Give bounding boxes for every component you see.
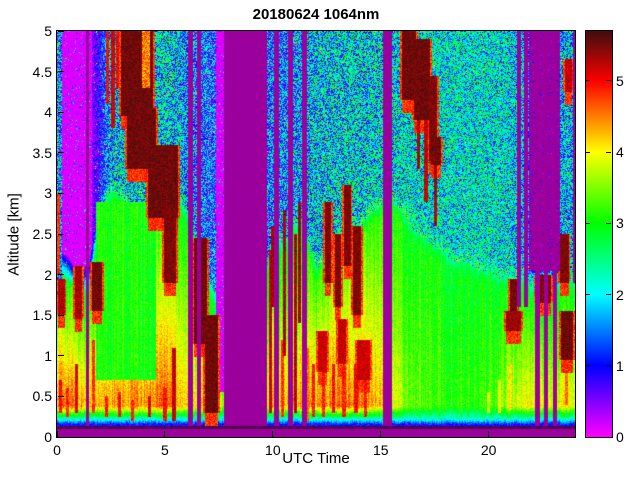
colorbar-tick-label: 1 bbox=[616, 357, 624, 374]
y-tick-mark bbox=[58, 111, 64, 113]
y-tick-label: 2 bbox=[44, 266, 52, 283]
y-tick-label: 1 bbox=[44, 347, 52, 364]
colorbar-tick-mark bbox=[606, 365, 611, 367]
x-tick-mark bbox=[380, 431, 382, 437]
colorbar-canvas bbox=[586, 31, 612, 437]
y-tick-mark bbox=[58, 152, 64, 154]
y-tick-label: 4 bbox=[44, 104, 52, 121]
heatmap-canvas bbox=[57, 31, 575, 437]
colorbar-tick-label: 2 bbox=[616, 286, 624, 303]
x-tick-mark bbox=[164, 431, 166, 437]
plot-area bbox=[56, 30, 576, 438]
y-tick-mark bbox=[58, 233, 64, 235]
x-tick-mark bbox=[272, 431, 274, 437]
x-axis-label: UTC Time bbox=[282, 450, 350, 467]
colorbar-tick-mark bbox=[586, 222, 590, 224]
y-tick-label: 3 bbox=[44, 185, 52, 202]
colorbar-tick-label: 0 bbox=[616, 429, 624, 445]
y-axis-label: Altitude [km] bbox=[5, 193, 23, 276]
y-tick-label: 0.5 bbox=[32, 388, 52, 405]
colorbar-tick-mark bbox=[586, 151, 590, 153]
y-tick-label: 4.5 bbox=[32, 63, 52, 80]
colorbar-tick-mark bbox=[606, 151, 611, 153]
colorbar-tick-mark bbox=[586, 294, 590, 296]
y-tick-mark bbox=[58, 395, 64, 397]
y-tick-label: 3.5 bbox=[32, 144, 52, 161]
x-tick-label: 5 bbox=[161, 442, 169, 458]
colorbar bbox=[585, 30, 613, 438]
colorbar-tick-mark bbox=[606, 222, 611, 224]
y-tick-label: 0 bbox=[44, 429, 52, 445]
y-tick-mark bbox=[58, 71, 64, 73]
x-tick-label: 10 bbox=[265, 442, 281, 458]
x-tick-mark bbox=[488, 431, 490, 437]
chart-title: 20180624 1064nm bbox=[252, 6, 380, 23]
x-tick-label: 20 bbox=[480, 442, 497, 458]
y-tick-label: 1.5 bbox=[32, 307, 52, 324]
colorbar-tick-label: 3 bbox=[616, 215, 624, 232]
y-tick-mark bbox=[58, 355, 64, 357]
y-tick-mark bbox=[58, 274, 64, 276]
y-tick-label: 2.5 bbox=[32, 226, 52, 242]
x-tick-mark bbox=[56, 431, 58, 437]
colorbar-tick-mark bbox=[606, 80, 611, 82]
y-tick-mark bbox=[58, 30, 64, 32]
colorbar-tick-mark bbox=[586, 80, 590, 82]
colorbar-tick-label: 4 bbox=[616, 144, 624, 161]
colorbar-tick-mark bbox=[586, 365, 590, 367]
colorbar-tick-mark bbox=[606, 294, 611, 296]
y-tick-mark bbox=[58, 436, 64, 438]
colorbar-tick-mark bbox=[586, 436, 590, 438]
x-tick-label: 15 bbox=[372, 442, 389, 458]
y-tick-mark bbox=[58, 314, 64, 316]
y-tick-label: 5 bbox=[44, 23, 52, 39]
colorbar-tick-label: 5 bbox=[616, 72, 624, 89]
y-tick-mark bbox=[58, 192, 64, 194]
x-tick-label: 0 bbox=[53, 442, 61, 458]
colorbar-tick-mark bbox=[606, 436, 611, 438]
